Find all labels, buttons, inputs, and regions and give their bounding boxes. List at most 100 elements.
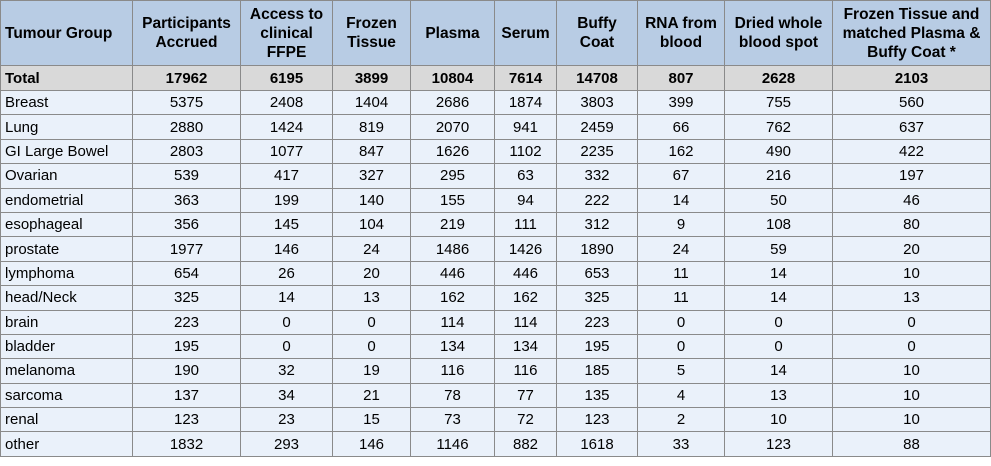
data-row: prostate 1977 146 24 1486 1426 1890 24 59 20 bbox=[0, 236, 991, 262]
data-cell: 293 bbox=[240, 431, 333, 457]
data-cell: 73 bbox=[410, 407, 495, 433]
data-cell: 162 bbox=[637, 138, 725, 165]
data-cell: 0 bbox=[724, 333, 833, 360]
data-cell: 114 bbox=[410, 309, 495, 335]
data-cell: 10 bbox=[724, 407, 833, 433]
row-label: GI Large Bowel bbox=[0, 138, 133, 165]
data-cell: 1102 bbox=[494, 138, 557, 165]
data-cell: 80 bbox=[832, 211, 991, 238]
data-row: GI Large Bowel 2803 1077 847 1626 1102 2235 162… bbox=[0, 138, 991, 165]
data-cell: 11 bbox=[637, 285, 725, 311]
row-label: renal bbox=[0, 407, 133, 433]
row-label: other bbox=[0, 431, 133, 457]
data-cell: 9 bbox=[637, 211, 725, 238]
row-label: brain bbox=[0, 309, 133, 335]
data-cell: 77 bbox=[494, 382, 557, 409]
row-label: esophageal bbox=[0, 211, 133, 238]
data-cell: 146 bbox=[332, 431, 411, 457]
column-header: Buffy Coat bbox=[556, 0, 638, 66]
data-cell: 72 bbox=[494, 407, 557, 433]
data-cell: 325 bbox=[132, 285, 241, 311]
data-cell: 10 bbox=[832, 358, 991, 384]
data-cell: 1626 bbox=[410, 138, 495, 165]
data-cell: 33 bbox=[637, 431, 725, 457]
data-row: esophageal 356 145 104 219 111 312 9 108 80 bbox=[0, 211, 991, 238]
column-header: Dried whole blood spot bbox=[724, 0, 833, 66]
data-row: Breast 5375 2408 1404 2686 1874 3803 399 755 560 bbox=[0, 89, 991, 116]
data-cell: 0 bbox=[240, 333, 333, 360]
header-row: Tumour Group Participants Accrued Access t… bbox=[0, 0, 991, 66]
data-cell: 2 bbox=[637, 407, 725, 433]
data-cell: 0 bbox=[832, 333, 991, 360]
data-cell: 32 bbox=[240, 358, 333, 384]
data-cell: 1426 bbox=[494, 236, 557, 262]
data-row: brain 223 0 0 114 114 223 0 0 0 bbox=[0, 309, 991, 335]
data-cell: 24 bbox=[637, 236, 725, 262]
data-cell: 422 bbox=[832, 138, 991, 165]
column-header: Frozen Tissue and matched Plasma & Buffy… bbox=[832, 0, 991, 66]
data-cell: 1977 bbox=[132, 236, 241, 262]
data-cell: 199 bbox=[240, 187, 333, 213]
data-cell: 327 bbox=[332, 163, 411, 189]
data-cell: 59 bbox=[724, 236, 833, 262]
data-cell: 446 bbox=[410, 260, 495, 287]
data-cell: 10 bbox=[832, 407, 991, 433]
data-row: other 1832 293 146 1146 882 1618 33 123 88 bbox=[0, 431, 991, 457]
data-cell: 137 bbox=[132, 382, 241, 409]
data-cell: 94 bbox=[494, 187, 557, 213]
data-cell: 0 bbox=[332, 333, 411, 360]
data-row: head/Neck 325 14 13 162 162 325 11 14 13 bbox=[0, 285, 991, 311]
data-cell: 1146 bbox=[410, 431, 495, 457]
data-cell: 67 bbox=[637, 163, 725, 189]
data-cell: 654 bbox=[132, 260, 241, 287]
data-cell: 146 bbox=[240, 236, 333, 262]
data-cell: 312 bbox=[556, 211, 638, 238]
data-cell: 66 bbox=[637, 114, 725, 140]
data-cell: 3803 bbox=[556, 89, 638, 116]
data-cell: 195 bbox=[132, 333, 241, 360]
row-label: melanoma bbox=[0, 358, 133, 384]
data-cell: 13 bbox=[724, 382, 833, 409]
row-label: prostate bbox=[0, 236, 133, 262]
data-cell: 19 bbox=[332, 358, 411, 384]
data-cell: 21 bbox=[332, 382, 411, 409]
data-cell: 0 bbox=[832, 309, 991, 335]
total-row: Total 17962 6195 3899 10804 7614 14708 807 2628 2… bbox=[0, 65, 991, 91]
data-cell: 2070 bbox=[410, 114, 495, 140]
data-row: Ovarian 539 417 327 295 63 332 67 216 197 bbox=[0, 163, 991, 189]
data-cell: 762 bbox=[724, 114, 833, 140]
data-cell: 23 bbox=[240, 407, 333, 433]
total-cell: 14708 bbox=[556, 65, 638, 91]
data-cell: 26 bbox=[240, 260, 333, 287]
data-cell: 10 bbox=[832, 260, 991, 287]
data-cell: 490 bbox=[724, 138, 833, 165]
data-cell: 539 bbox=[132, 163, 241, 189]
data-row: melanoma 190 32 19 116 116 185 5 14 10 bbox=[0, 358, 991, 384]
data-cell: 0 bbox=[637, 333, 725, 360]
data-row: Lung 2880 1424 819 2070 941 2459 66 762 637 bbox=[0, 114, 991, 140]
column-header: RNA from blood bbox=[637, 0, 725, 66]
data-cell: 0 bbox=[724, 309, 833, 335]
column-header: Tumour Group bbox=[0, 0, 133, 66]
data-cell: 14 bbox=[637, 187, 725, 213]
data-cell: 399 bbox=[637, 89, 725, 116]
data-cell: 417 bbox=[240, 163, 333, 189]
data-cell: 162 bbox=[494, 285, 557, 311]
data-row: sarcoma 137 34 21 78 77 135 4 13 10 bbox=[0, 382, 991, 409]
column-header: Frozen Tissue bbox=[332, 0, 411, 66]
data-cell: 1404 bbox=[332, 89, 411, 116]
data-cell: 34 bbox=[240, 382, 333, 409]
data-cell: 197 bbox=[832, 163, 991, 189]
data-cell: 63 bbox=[494, 163, 557, 189]
column-header: Serum bbox=[494, 0, 557, 66]
data-cell: 88 bbox=[832, 431, 991, 457]
data-cell: 2235 bbox=[556, 138, 638, 165]
data-cell: 2803 bbox=[132, 138, 241, 165]
data-cell: 332 bbox=[556, 163, 638, 189]
data-cell: 637 bbox=[832, 114, 991, 140]
row-label: lymphoma bbox=[0, 260, 133, 287]
data-cell: 14 bbox=[724, 260, 833, 287]
data-cell: 2880 bbox=[132, 114, 241, 140]
row-label: Breast bbox=[0, 89, 133, 116]
data-cell: 135 bbox=[556, 382, 638, 409]
